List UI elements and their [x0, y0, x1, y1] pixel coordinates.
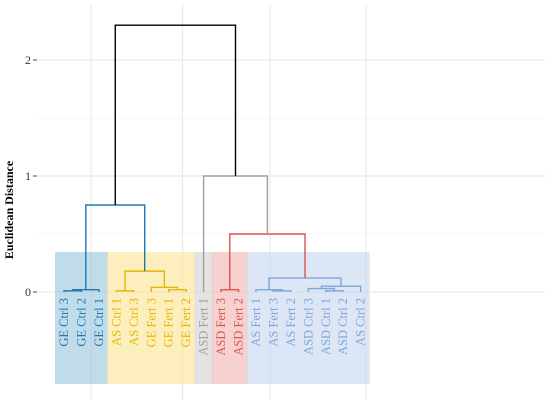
- dendrogram-branch: [114, 24, 237, 205]
- leaf-label: GE Fert 2: [179, 298, 193, 347]
- leaf-label: ASD Fert 2: [232, 298, 246, 356]
- cluster-highlights: [55, 252, 370, 384]
- leaf-label: AS Ctrl 3: [127, 298, 141, 346]
- leaf-label: AS Fert 3: [266, 298, 280, 347]
- leaf-label: GE Ctrl 3: [57, 298, 71, 347]
- cluster-rect-ge: [55, 252, 108, 384]
- leaf-label: AS Fert 2: [284, 298, 298, 347]
- dendrogram-branches: [63, 24, 362, 292]
- leaf-labels: GE Ctrl 3 GE Ctrl 2 GE Ctrl 1 AS Ctrl 1 AS C…: [57, 298, 368, 356]
- y-axis: 0 1 2: [25, 53, 37, 299]
- cluster-rect-asdgray: [194, 252, 213, 384]
- leaf-label: ASD Ctrl 1: [319, 298, 333, 355]
- leaf-label: AS Ctrl 2: [354, 298, 368, 346]
- leaf-label: ASD Fert 1: [197, 298, 211, 356]
- leaf-label: GE Ctrl 2: [74, 298, 88, 347]
- leaf-label: GE Ctrl 1: [92, 298, 106, 347]
- leaf-label: ASD Ctrl 3: [301, 298, 315, 355]
- leaf-label: ASD Ctrl 2: [336, 298, 350, 355]
- leaf-label: ASD Fert 3: [214, 298, 228, 356]
- y-tick-label: 0: [25, 285, 31, 299]
- cluster-rect-asyellow: [107, 252, 196, 384]
- leaf-label: AS Fert 1: [249, 298, 263, 347]
- leaf-label: AS Ctrl 1: [109, 298, 123, 346]
- leaf-label: GE Fert 1: [162, 298, 176, 347]
- y-tick-label: 1: [25, 169, 31, 183]
- y-tick-label: 2: [25, 53, 31, 67]
- y-axis-title: Euclidean Distance: [2, 160, 16, 259]
- cluster-rect-lightblue: [246, 252, 370, 384]
- leaf-label: GE Fert 3: [144, 298, 158, 347]
